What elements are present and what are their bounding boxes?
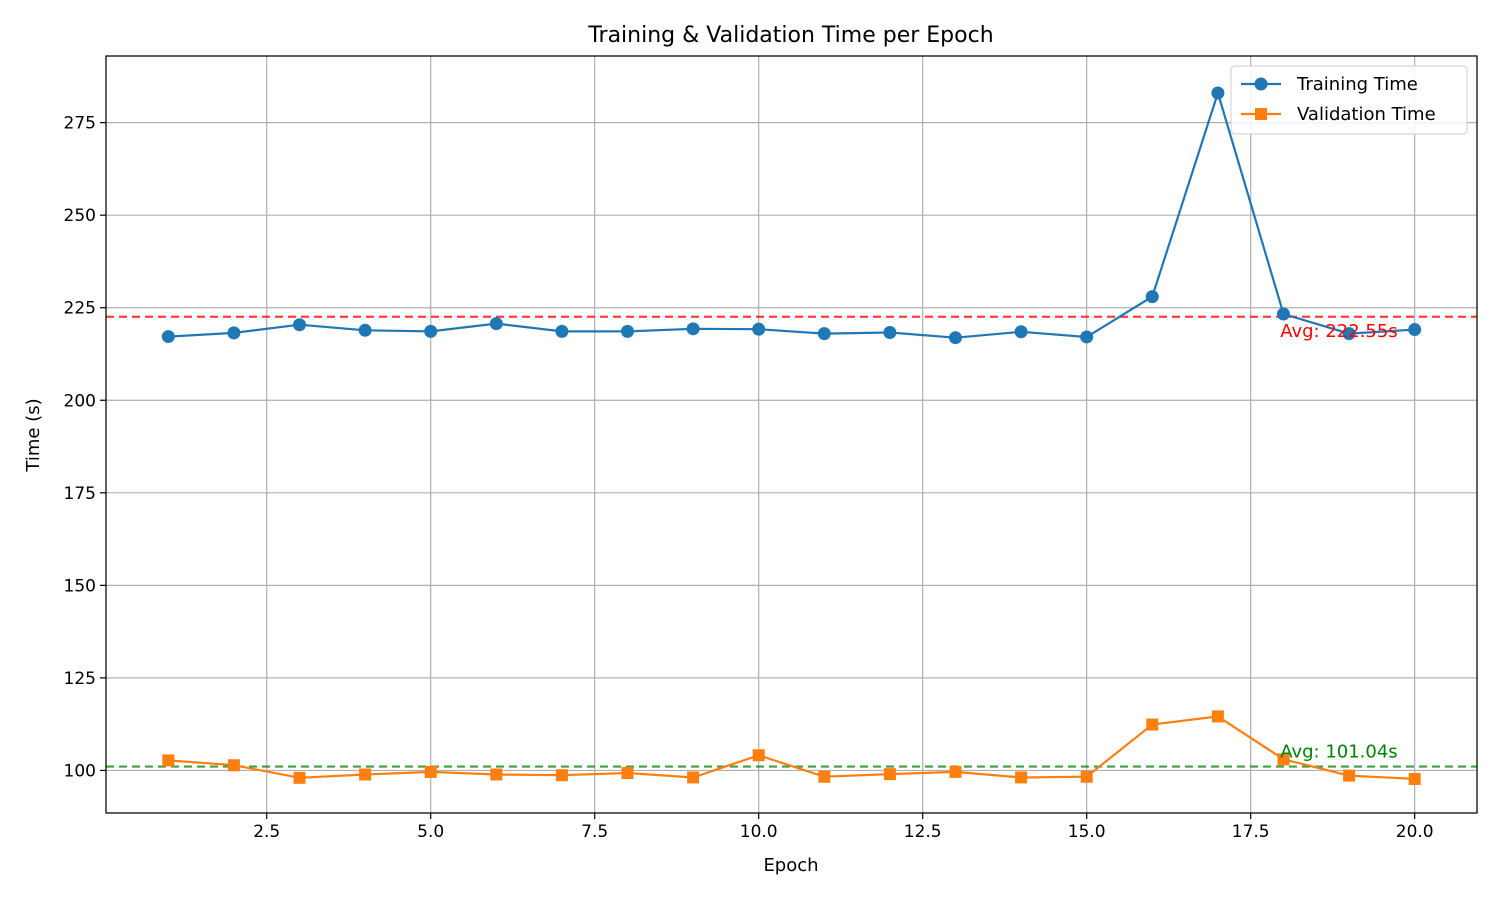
validation-time-line xyxy=(168,715,1415,780)
training-time-point xyxy=(293,318,307,332)
training-time-line xyxy=(168,89,1415,339)
validation-time-point xyxy=(883,768,896,781)
validation-time-point xyxy=(162,754,175,767)
x-tick-label: 20.0 xyxy=(1396,822,1434,842)
y-tick-label: 150 xyxy=(64,576,96,596)
grid xyxy=(106,56,1477,813)
x-tick-label: 12.5 xyxy=(904,822,942,842)
x-tick-label: 2.5 xyxy=(253,822,280,842)
training-time-point xyxy=(1408,323,1422,337)
y-tick-label: 175 xyxy=(64,484,96,504)
validation-time-point xyxy=(359,768,372,781)
y-axis: 100 125 150 175 200 225 250 275 xyxy=(64,114,106,781)
validation-time-point xyxy=(949,765,962,778)
training-time-point xyxy=(489,317,503,331)
training-time-point xyxy=(621,324,635,338)
validation-time-point xyxy=(555,769,568,782)
reference-labels: Avg: 222.55s Avg: 101.04s xyxy=(1280,321,1397,763)
training-time-point xyxy=(1211,86,1225,100)
x-tick-label: 10.0 xyxy=(740,822,778,842)
y-tick-label: 125 xyxy=(64,669,96,689)
legend: Training Time Validation Time xyxy=(1230,65,1468,135)
plot-frame xyxy=(105,55,1478,814)
legend-marker xyxy=(1254,77,1268,91)
x-tick-label: 7.5 xyxy=(581,822,608,842)
validation-time-point xyxy=(1211,710,1224,723)
y-tick-label: 225 xyxy=(64,299,96,319)
legend-marker xyxy=(1255,108,1267,120)
validation-time-point xyxy=(621,767,634,780)
training-time-point xyxy=(1080,330,1094,344)
validation-time-point xyxy=(293,771,306,784)
training-time-point xyxy=(555,324,569,338)
x-axis-label: Epoch xyxy=(763,855,818,876)
validation-time-point xyxy=(1277,753,1290,766)
y-tick-label: 100 xyxy=(64,761,96,781)
y-tick-label: 250 xyxy=(64,206,96,226)
y-tick-label: 200 xyxy=(64,391,96,411)
validation-time-point xyxy=(752,749,765,762)
training-time-point xyxy=(1014,325,1028,339)
validation-time-point xyxy=(490,768,503,781)
reference-lines xyxy=(106,315,1477,768)
validation-time-point xyxy=(818,770,831,783)
x-tick-label: 17.5 xyxy=(1232,822,1270,842)
validation-time-point xyxy=(1408,772,1421,785)
validation-time-point xyxy=(1343,769,1356,782)
x-tick-label: 5.0 xyxy=(417,822,444,842)
y-tick-label: 275 xyxy=(64,114,96,134)
series-group xyxy=(161,86,1422,785)
training-time-point xyxy=(686,322,700,336)
training-time-point xyxy=(1276,307,1290,321)
validation-time-point xyxy=(424,765,437,778)
x-axis: 2.5 5.0 7.5 10.0 12.5 15.0 17.5 20.0 xyxy=(253,813,1434,842)
chart-title: Training & Validation Time per Epoch xyxy=(587,23,993,48)
legend-label-validation-time: Validation Time xyxy=(1297,104,1436,125)
training-time-point xyxy=(1342,327,1356,341)
legend-label-training-time: Training Time xyxy=(1296,74,1418,95)
validation-time-point xyxy=(687,771,700,784)
training-time-point xyxy=(424,324,438,338)
validation-time-point xyxy=(1015,771,1028,784)
training-time-point xyxy=(948,331,962,345)
training-time-point xyxy=(227,326,241,340)
average-label: Avg: 101.04s xyxy=(1280,742,1397,763)
training-time-point xyxy=(358,323,372,337)
training-time-point xyxy=(161,330,175,344)
training-time-point xyxy=(883,326,897,340)
training-time-point xyxy=(752,322,766,336)
legend-box xyxy=(1230,65,1468,135)
validation-time-point xyxy=(1146,718,1159,731)
average-label: Avg: 222.55s xyxy=(1280,321,1397,342)
validation-time-point xyxy=(227,759,240,772)
x-tick-label: 15.0 xyxy=(1068,822,1106,842)
y-axis-label: Time (s) xyxy=(23,398,44,472)
training-time-point xyxy=(1145,290,1159,304)
training-time-point xyxy=(817,327,831,341)
validation-time-point xyxy=(1080,770,1093,783)
